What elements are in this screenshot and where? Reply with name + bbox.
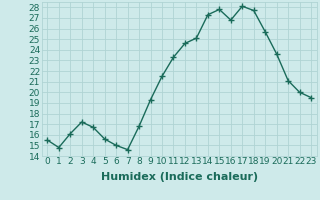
- X-axis label: Humidex (Indice chaleur): Humidex (Indice chaleur): [100, 172, 258, 182]
